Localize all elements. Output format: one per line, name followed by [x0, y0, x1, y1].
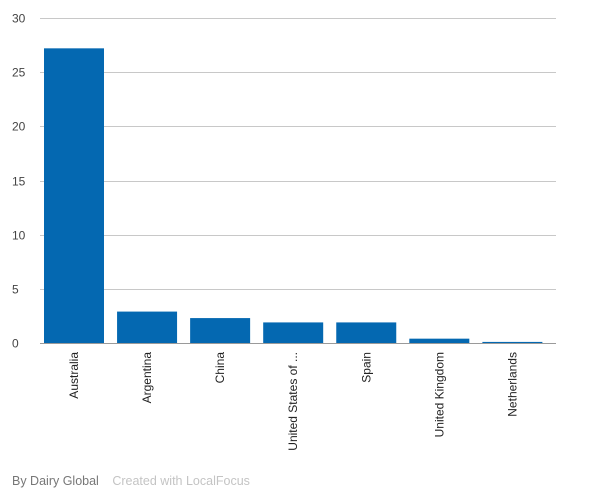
y-tick-label: 20	[12, 120, 26, 134]
y-tick-label: 10	[12, 229, 26, 243]
y-tick-label: 25	[12, 66, 26, 80]
bar[interactable]	[190, 318, 251, 343]
y-tick-label: 15	[12, 175, 26, 189]
category-label: Spain	[359, 352, 373, 383]
category-label: United Kingdom	[432, 352, 446, 437]
bar[interactable]	[44, 48, 104, 343]
bar-chart: 0 5 10 15 20 25 30 Australia Argentina China Unite…	[12, 12, 556, 451]
y-tick-label: 5	[12, 283, 19, 297]
bar[interactable]	[117, 311, 178, 343]
tool-credit-link[interactable]: Created with LocalFocus	[112, 474, 250, 488]
bar[interactable]	[263, 322, 324, 343]
bar[interactable]	[336, 322, 397, 343]
category-label: China	[213, 352, 227, 384]
category-label: Netherlands	[505, 352, 519, 417]
category-label: Australia	[67, 352, 81, 399]
bar[interactable]	[482, 341, 543, 343]
category-label: Argentina	[140, 352, 154, 404]
chart-footer: By Dairy Global Created with LocalFocus	[12, 474, 250, 488]
y-tick-label: 0	[12, 337, 19, 351]
y-tick-label: 30	[12, 12, 26, 26]
bar[interactable]	[409, 338, 470, 343]
category-label: United States of ...	[286, 352, 300, 451]
source-credit: By Dairy Global	[12, 474, 99, 488]
